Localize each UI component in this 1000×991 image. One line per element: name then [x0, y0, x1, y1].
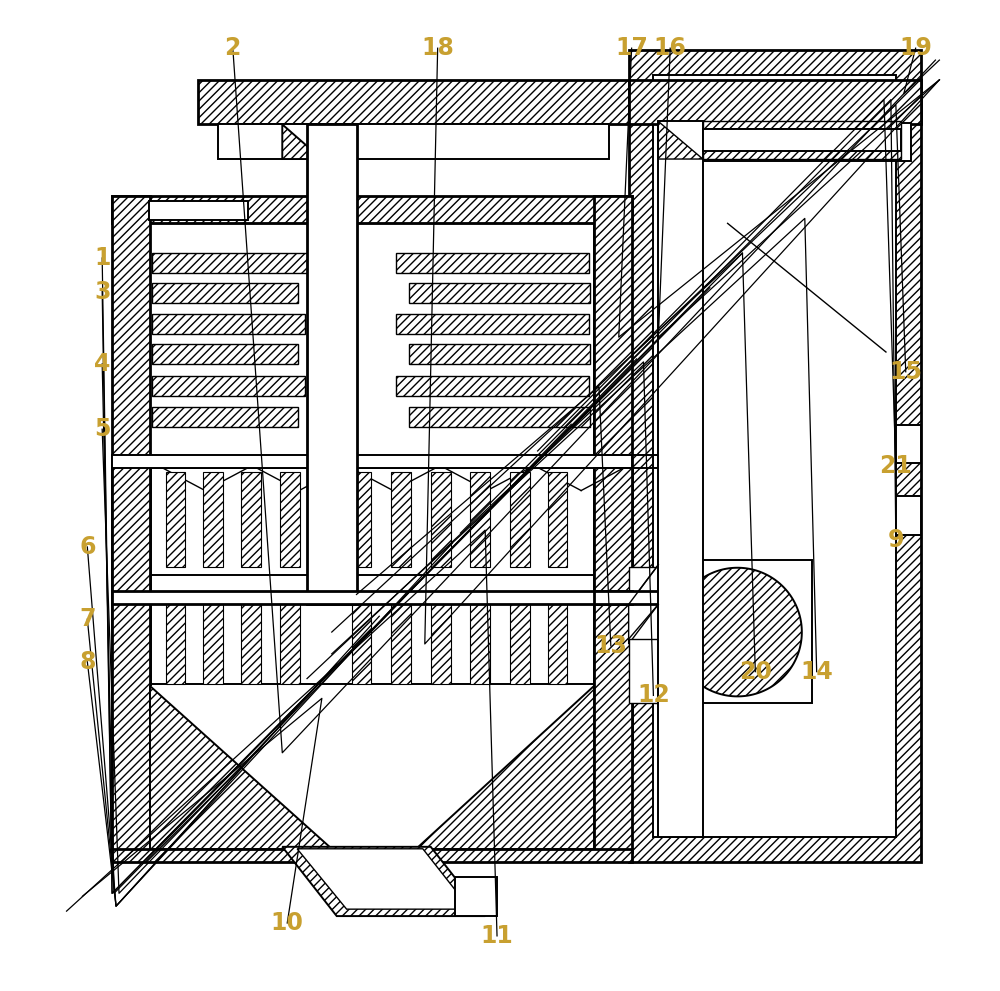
Bar: [218, 125, 609, 159]
Text: 16: 16: [654, 37, 687, 60]
Bar: [280, 472, 300, 567]
Bar: [166, 472, 185, 567]
Bar: [896, 425, 921, 463]
Bar: [629, 51, 921, 861]
Bar: [150, 223, 594, 466]
Bar: [594, 195, 632, 763]
Polygon shape: [297, 848, 470, 909]
Bar: [703, 130, 901, 151]
Bar: [396, 253, 589, 273]
Text: 15: 15: [889, 360, 922, 384]
Bar: [112, 195, 632, 223]
Bar: [455, 876, 497, 916]
Bar: [112, 455, 632, 468]
Bar: [396, 314, 589, 334]
Bar: [548, 472, 567, 567]
Bar: [112, 466, 150, 605]
Bar: [152, 314, 305, 334]
Bar: [203, 472, 223, 567]
Polygon shape: [282, 847, 485, 916]
Bar: [594, 466, 632, 605]
Bar: [629, 80, 921, 125]
Bar: [152, 344, 298, 364]
Text: 12: 12: [637, 684, 670, 708]
Bar: [703, 122, 901, 159]
Text: 14: 14: [800, 660, 833, 684]
Text: 9: 9: [888, 528, 904, 552]
Bar: [629, 603, 660, 644]
Bar: [409, 344, 590, 364]
Bar: [352, 605, 371, 684]
Text: 8: 8: [79, 650, 96, 674]
Polygon shape: [282, 125, 322, 159]
Text: 1: 1: [94, 246, 110, 270]
Bar: [896, 496, 921, 535]
Bar: [409, 407, 590, 427]
Text: 21: 21: [879, 454, 912, 478]
Bar: [150, 603, 594, 684]
Bar: [241, 605, 261, 684]
Bar: [203, 605, 223, 684]
Bar: [629, 639, 658, 704]
Bar: [510, 472, 530, 567]
Bar: [152, 407, 298, 427]
Bar: [391, 605, 411, 684]
Bar: [150, 468, 594, 575]
Bar: [152, 282, 298, 302]
Bar: [112, 592, 632, 605]
Bar: [280, 605, 300, 684]
Text: 2: 2: [225, 37, 241, 60]
Bar: [594, 592, 663, 605]
Text: 18: 18: [421, 37, 454, 60]
Polygon shape: [150, 686, 332, 848]
Text: 11: 11: [481, 924, 513, 947]
Polygon shape: [658, 122, 703, 159]
Bar: [149, 200, 248, 220]
Bar: [629, 567, 660, 605]
Polygon shape: [673, 568, 802, 697]
Polygon shape: [416, 686, 594, 848]
Text: 17: 17: [615, 37, 648, 60]
Text: 10: 10: [271, 911, 304, 936]
Bar: [548, 605, 567, 684]
Bar: [668, 124, 911, 161]
Polygon shape: [629, 565, 658, 644]
Bar: [352, 472, 371, 567]
Text: 13: 13: [594, 634, 627, 658]
Text: 5: 5: [94, 417, 110, 441]
Bar: [470, 605, 490, 684]
Bar: [112, 195, 150, 763]
Text: 7: 7: [79, 607, 96, 631]
Bar: [431, 472, 451, 567]
Bar: [653, 75, 896, 837]
Bar: [241, 472, 261, 567]
Bar: [112, 848, 632, 861]
Bar: [307, 125, 357, 605]
Bar: [150, 686, 594, 848]
Text: 4: 4: [94, 352, 110, 376]
Bar: [409, 282, 590, 302]
Bar: [510, 605, 530, 684]
Text: 3: 3: [94, 279, 110, 303]
Text: 20: 20: [739, 660, 772, 684]
Bar: [152, 253, 310, 273]
Bar: [112, 603, 150, 851]
Text: 6: 6: [79, 535, 96, 559]
Bar: [396, 376, 589, 395]
Bar: [668, 130, 876, 149]
Bar: [391, 472, 411, 567]
Bar: [594, 603, 632, 851]
Bar: [431, 605, 451, 684]
Bar: [658, 560, 812, 704]
Bar: [658, 122, 703, 837]
Bar: [166, 605, 185, 684]
Bar: [470, 472, 490, 567]
Text: 19: 19: [899, 37, 932, 60]
Bar: [152, 376, 305, 395]
Bar: [198, 80, 629, 125]
